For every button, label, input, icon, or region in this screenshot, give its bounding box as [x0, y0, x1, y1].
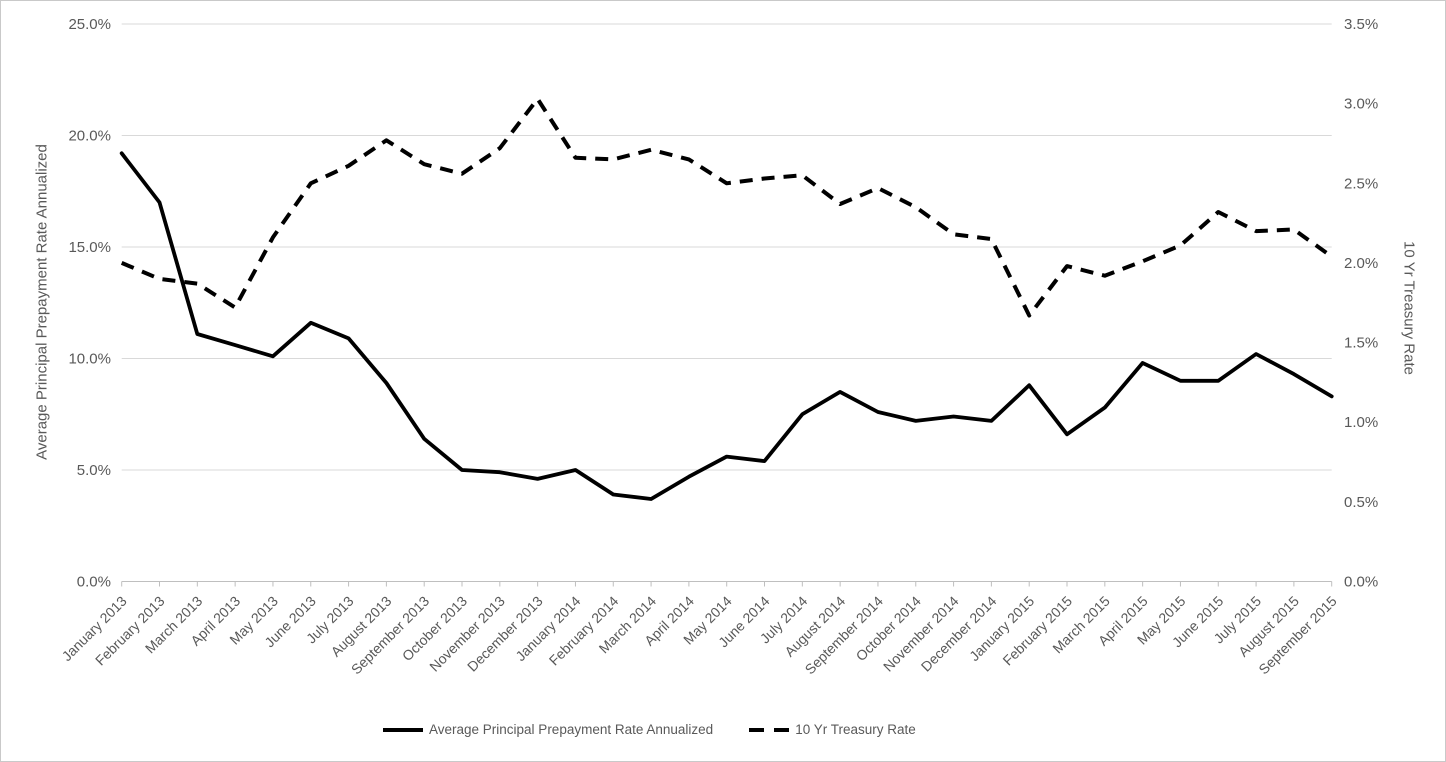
- right-axis-tick-label: 1.5%: [1344, 335, 1378, 352]
- right-axis-tick-label: 1.0%: [1344, 414, 1378, 431]
- left-axis-tick-label: 10.0%: [68, 351, 111, 368]
- legend: Average Principal Prepayment Rate Annual…: [383, 722, 916, 738]
- right-axis-tick-label: 3.5%: [1344, 16, 1378, 33]
- right-axis-tick-label: 0.0%: [1344, 574, 1378, 591]
- left-axis-tick-label: 20.0%: [68, 128, 111, 145]
- right-axis-tick-label: 3.0%: [1344, 96, 1378, 113]
- right-axis-tick-label: 2.5%: [1344, 175, 1378, 192]
- series-line-prepayment: [119, 151, 1334, 501]
- left-axis-tick-label: 25.0%: [68, 16, 111, 33]
- left-axis-tick-label: 5.0%: [77, 462, 111, 479]
- legend-item-prepayment: Average Principal Prepayment Rate Annual…: [383, 722, 713, 738]
- series-line-treasury: [120, 96, 1333, 318]
- legend-label-treasury: 10 Yr Treasury Rate: [795, 722, 916, 737]
- legend-label-prepayment: Average Principal Prepayment Rate Annual…: [429, 722, 714, 737]
- right-axis-title: 10 Yr Treasury Rate: [1400, 241, 1418, 375]
- legend-item-treasury: 10 Yr Treasury Rate: [749, 722, 916, 738]
- right-axis-tick-label: 0.5%: [1344, 494, 1378, 511]
- right-axis-tick-label: 2.0%: [1344, 255, 1378, 272]
- left-axis-tick-label: 15.0%: [68, 239, 111, 256]
- dashed-line-swatch-icon: [749, 728, 790, 732]
- left-axis-title: Average Principal Prepayment Rate Annual…: [33, 144, 51, 460]
- left-axis-tick-label: 0.0%: [77, 574, 111, 591]
- solid-line-swatch-icon: [383, 728, 423, 732]
- x-axis-tick-label: January 2013: [59, 593, 130, 664]
